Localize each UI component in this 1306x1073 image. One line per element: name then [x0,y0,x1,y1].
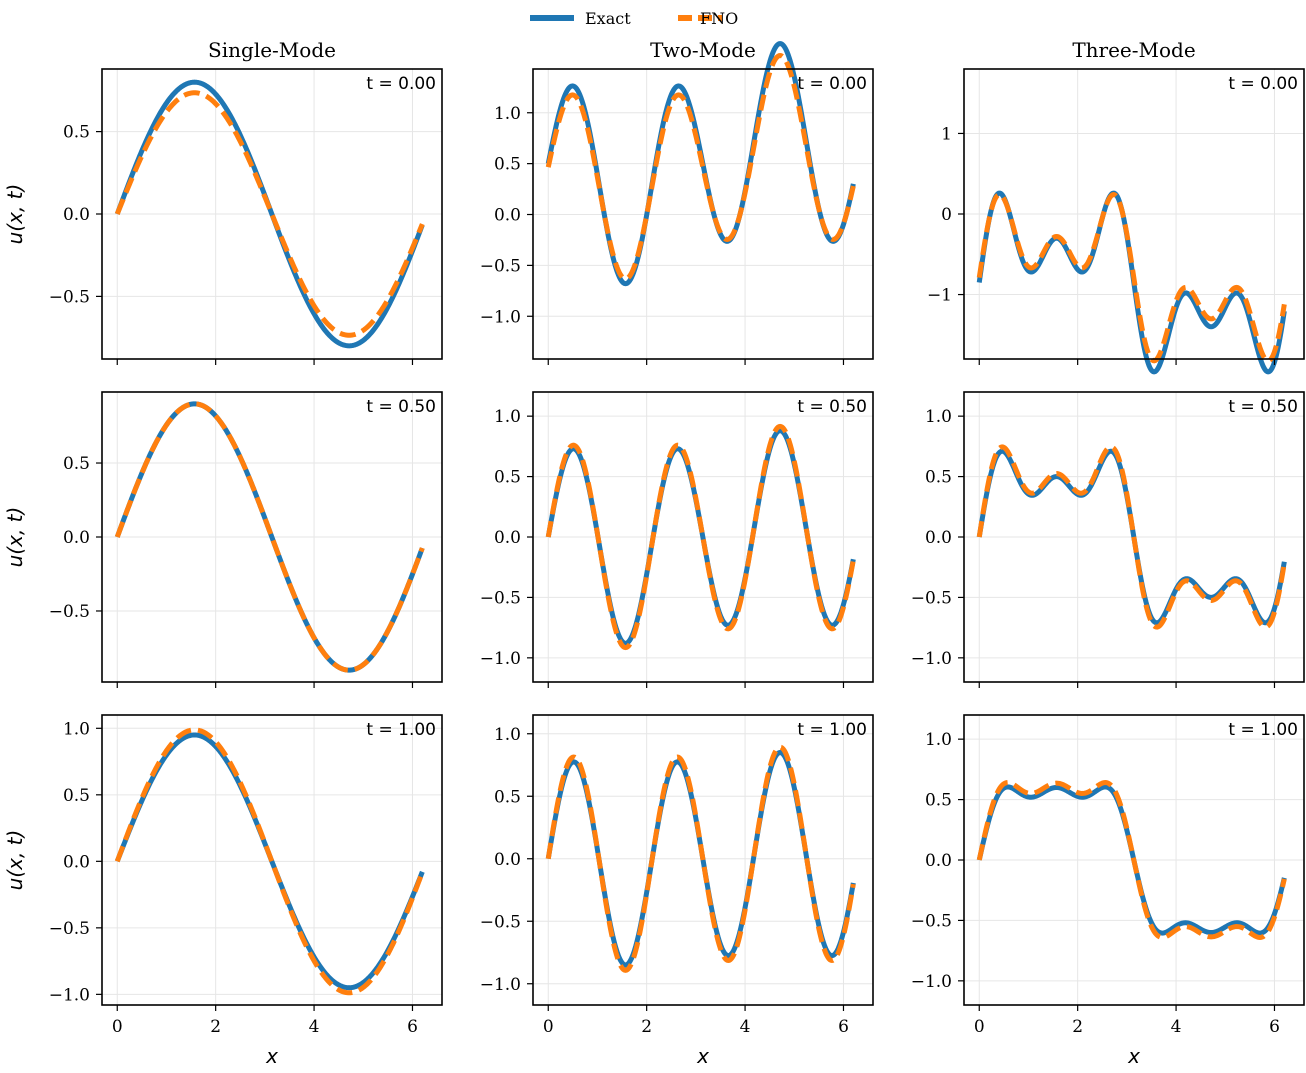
y-tick-label: −0.5 [480,912,521,932]
y-tick-label: −0.5 [911,911,952,931]
x-tick-label: 4 [1171,1017,1182,1037]
panel-r0-c0: −0.5 0.0 0.5 t = 0.00 Single-Mode u(x, t) [3,38,443,365]
y-tick-label: 0.5 [494,155,521,175]
x-tick-label: 0 [112,1017,123,1037]
fno-series-line [114,727,425,996]
y-tick-label: 1.0 [63,719,90,739]
x-tick-label: 6 [407,1017,418,1037]
y-tick-label: 0.0 [63,528,90,548]
panel-r1-c1: −1.0 −0.5 0.0 0.5 1.0 t = 0.50 [480,391,874,688]
y-tick-label: 1.0 [925,407,952,427]
fno-series-line [976,444,1287,630]
y-axis-label: u(x, t) [3,184,27,245]
fno-series-line [976,191,1287,364]
column-title: Single-Mode [208,38,336,62]
y-axis-label: u(x, t) [3,830,27,891]
y-tick-label: 1.0 [494,104,521,124]
y-tick-label: −1.0 [480,975,521,995]
time-label: t = 0.00 [366,74,436,94]
time-label: t = 1.00 [1228,720,1298,740]
fno-series-line [114,401,425,673]
axes-frame [101,714,443,1006]
legend-exact-label: Exact [585,9,631,28]
column-title: Three-Mode [1072,38,1195,62]
y-tick-label: −1.0 [911,649,952,669]
y-tick-label: −1.0 [49,985,90,1005]
time-label: t = 0.50 [366,397,436,417]
x-tick-label: 2 [641,1017,652,1037]
y-tick-label: −1.0 [911,972,952,992]
y-tick-label: 1.0 [494,725,521,745]
y-tick-label: −1.0 [480,649,521,669]
y-tick-label: −0.5 [49,287,90,307]
panel-r0-c2: −1 0 1 t = 0.00 Three-Mode [927,38,1305,375]
x-tick-label: 2 [1072,1017,1083,1037]
x-tick-label: 4 [740,1017,751,1037]
time-label: t = 1.00 [797,720,867,740]
time-label: t = 1.00 [366,720,436,740]
column-title: Two-Mode [650,38,756,62]
axes-frame [532,714,874,1006]
y-tick-label: 0 [941,205,952,225]
x-tick-label: 6 [838,1017,849,1037]
fno-series-line [545,423,856,651]
y-tick-label: −1.0 [480,307,521,327]
y-tick-label: 1 [941,124,952,144]
x-tick-label: 6 [1269,1017,1280,1037]
x-axis-label: x [265,1044,278,1068]
y-tick-label: 0.5 [494,787,521,807]
y-tick-label: 1.0 [494,407,521,427]
panel-r1-c2: −1.0 −0.5 0.0 0.5 1.0 t = 0.50 [911,391,1305,688]
y-tick-label: 1.0 [925,730,952,750]
y-tick-label: 0.5 [925,791,952,811]
y-tick-label: 0.5 [63,454,90,474]
y-tick-label: 0.0 [494,528,521,548]
fno-series-line [976,780,1287,940]
y-axis-label: u(x, t) [3,507,27,568]
y-tick-label: 0.0 [494,206,521,226]
time-label: t = 0.00 [797,74,867,94]
y-tick-label: 0.5 [63,786,90,806]
legend: Exact FNO [530,9,738,28]
y-tick-label: 0.0 [925,851,952,871]
y-tick-label: 0.0 [925,528,952,548]
y-tick-label: −1 [927,286,952,306]
exact-series-line [976,190,1287,375]
time-label: t = 0.50 [1228,397,1298,417]
panel-r2-c0: 0 2 4 6 −1.0 −0.5 0.0 0.5 1.0 t = 1.00 u(x, t) x [3,714,443,1068]
x-tick-label: 0 [974,1017,985,1037]
exact-series-line [976,784,1287,936]
fno-series-line [114,90,425,338]
legend-fno-label: FNO [700,9,738,28]
y-tick-label: 0.5 [494,468,521,488]
panel-r1-c0: −0.5 0.0 0.5 t = 0.50 u(x, t) [3,391,443,688]
y-tick-label: 0.0 [63,205,90,225]
y-tick-label: 0.0 [63,852,90,872]
x-axis-label: x [696,1044,709,1068]
fno-series-line [545,744,856,973]
x-axis-label: x [1127,1044,1140,1068]
y-tick-label: −0.5 [480,588,521,608]
y-tick-label: −0.5 [49,919,90,939]
time-label: t = 0.50 [797,397,867,417]
panel-r2-c2: 0 2 4 6 −1.0 −0.5 0.0 0.5 1.0 t = 1.00 x [911,714,1305,1068]
x-tick-label: 4 [309,1017,320,1037]
x-tick-label: 2 [210,1017,221,1037]
time-label: t = 0.00 [1228,74,1298,94]
x-tick-label: 0 [543,1017,554,1037]
panel-r2-c1: 0 2 4 6 −1.0 −0.5 0.0 0.5 1.0 t = 1.00 x [480,714,874,1068]
y-tick-label: −0.5 [480,256,521,276]
y-tick-label: 0.0 [494,850,521,870]
y-tick-label: −0.5 [911,588,952,608]
y-tick-label: 0.5 [925,468,952,488]
fno-series-line [545,52,856,282]
y-tick-label: 0.5 [63,123,90,143]
y-tick-label: −0.5 [49,602,90,622]
panel-r0-c1: −1.0 −0.5 0.0 0.5 1.0 t = 0.00 Two-Mode [480,38,874,365]
